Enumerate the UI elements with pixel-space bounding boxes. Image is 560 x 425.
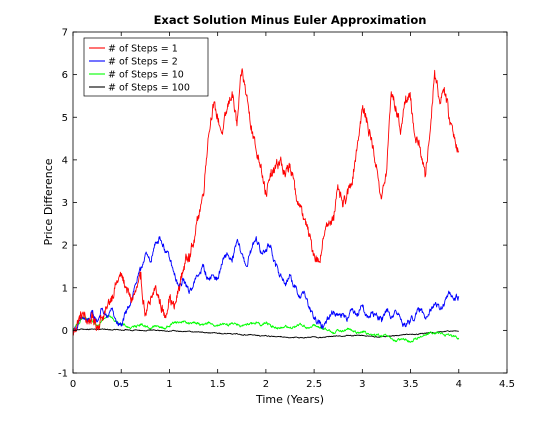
x-axis-title: Time (Years) — [255, 393, 324, 406]
x-tick-label: 4 — [456, 379, 462, 390]
legend-label: # of Steps = 10 — [108, 70, 184, 81]
y-tick-label: 7 — [62, 28, 68, 39]
y-axis-title: Price Difference — [42, 158, 55, 245]
x-tick-label: 0.5 — [113, 379, 129, 390]
chart-title: Exact Solution Minus Euler Approximation — [154, 13, 427, 27]
legend-label: # of Steps = 2 — [108, 57, 178, 68]
x-tick-label: 2 — [263, 379, 269, 390]
legend: # of Steps = 1 # of Steps = 2 # of Steps =… — [83, 37, 209, 97]
x-tick-label: 0 — [70, 379, 76, 390]
y-tick-label: 5 — [62, 113, 68, 124]
y-tick-label: 1 — [62, 283, 68, 294]
legend-label: # of Steps = 100 — [108, 83, 190, 94]
x-tick-label: 1 — [166, 379, 172, 390]
plot-area — [72, 68, 460, 343]
y-tick-label: 4 — [62, 155, 68, 166]
y-tick-label: 6 — [62, 70, 68, 81]
y-tick-label: 0 — [62, 326, 68, 337]
series-line-2 — [72, 314, 460, 343]
x-tick-label: 1.5 — [210, 379, 226, 390]
series-line-0 — [72, 68, 460, 336]
y-tick-label: -1 — [58, 369, 68, 380]
y-tick-label: 3 — [62, 198, 68, 209]
series-line-3 — [72, 328, 459, 339]
legend-label: # of Steps = 1 — [108, 44, 178, 55]
x-tick-label: 2.5 — [306, 379, 322, 390]
x-tick-label: 3.5 — [403, 379, 419, 390]
series-line-1 — [72, 236, 460, 333]
x-tick-label: 4.5 — [499, 379, 515, 390]
x-tick-label: 3 — [359, 379, 365, 390]
y-tick-label: 2 — [62, 241, 68, 252]
